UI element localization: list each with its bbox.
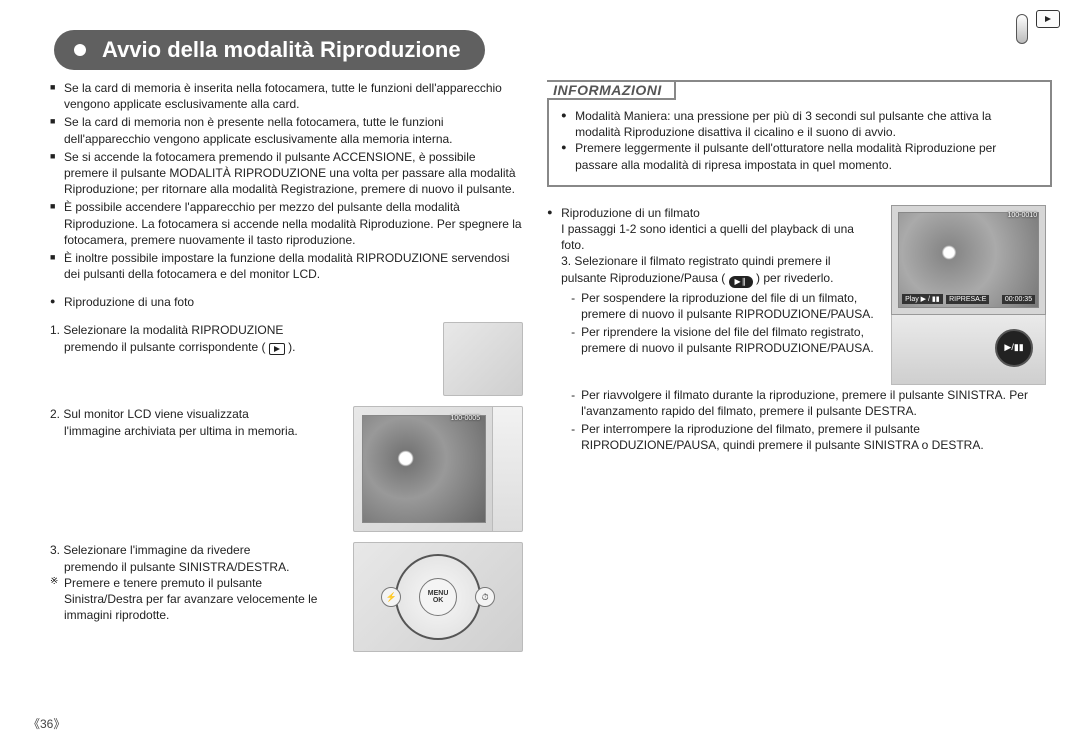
play-mode-icon: [269, 343, 285, 355]
video-dash-item: Per riprendere la visione del file del f…: [571, 324, 877, 356]
intro-bullet-list: Se la card di memoria è inserita nella f…: [50, 80, 523, 282]
video-play-tag: Play ▶ / ▮▮: [902, 294, 942, 304]
play-pause-button-icon: ▶/▮▮: [995, 329, 1033, 367]
intro-bullet: Se la card di memoria non è presente nel…: [50, 114, 523, 146]
video-capture-tag: RIPRESA:E: [946, 295, 989, 304]
video-step3: 3. Selezionare il filmato registrato qui…: [547, 253, 877, 288]
video-illustrations: 100-0010 Play ▶ / ▮▮ RIPRESA:E 00:00:35 …: [891, 205, 1046, 385]
camera-dpad-illustration: ⚡ ⏱ MENU OK: [353, 542, 523, 652]
dpad-ring: ⚡ ⏱ MENU OK: [395, 554, 481, 640]
camera-lcd-illustration: 100-0005: [353, 406, 523, 532]
video-time-label: 00:00:35: [1002, 295, 1035, 304]
intro-bullet: Se si accende la fotocamera premendo il …: [50, 149, 523, 198]
step3-row: 3. Selezionare l'immagine da rivedere pr…: [50, 542, 523, 652]
lcd-side-controls: [492, 407, 522, 531]
video-dash-item: Per interrompere la riproduzione del fil…: [571, 421, 1052, 453]
dpad-center: MENU OK: [419, 578, 457, 616]
camera-play-button-icon: [1036, 10, 1060, 28]
step2-line2: l'immagine archiviata per ultima in memo…: [50, 423, 339, 439]
info-header: INFORMAZIONI: [547, 82, 676, 100]
camera-side-illustration: [443, 322, 523, 396]
two-column-layout: Se la card di memoria è inserita nella f…: [28, 80, 1052, 652]
page-title-pill: Avvio della modalità Riproduzione: [54, 30, 485, 70]
video-control-illustration: ▶/▮▮: [891, 315, 1046, 385]
video-lcd-illustration: 100-0010 Play ▶ / ▮▮ RIPRESA:E 00:00:35: [891, 205, 1046, 315]
dpad-left-icon: ⚡: [381, 587, 401, 607]
intro-bullet: È inoltre possibile impostare la funzion…: [50, 250, 523, 282]
left-column: Se la card di memoria è inserita nella f…: [28, 80, 535, 652]
play-pause-icon: ▶∥: [729, 276, 753, 288]
step3-note: Premere e tenere premuto il pulsante Sin…: [50, 575, 339, 624]
step3-line2: premendo il pulsante SINISTRA/DESTRA.: [50, 559, 339, 575]
step1-line2: premendo il pulsante corrispondente ( ).: [50, 339, 429, 355]
title-dot-icon: [74, 44, 86, 56]
video-section-row: Riproduzione di un filmato I passaggi 1-…: [547, 205, 1052, 385]
intro-bullet: Se la card di memoria è inserita nella f…: [50, 80, 523, 112]
video-file-label: 100-0010: [1008, 212, 1038, 219]
video-dash-item: Per sospendere la riproduzione del file …: [571, 290, 877, 322]
photo-playback-header: Riproduzione di una foto: [50, 294, 523, 310]
right-column: INFORMAZIONI Modalità Maniera: una press…: [535, 80, 1052, 652]
video-dash-item: Per riavvolgere il filmato durante la ri…: [571, 387, 1052, 419]
step1-row: 1. Selezionare la modalità RIPRODUZIONE …: [50, 322, 523, 396]
step3-line: 3. Selezionare l'immagine da rivedere: [50, 542, 339, 558]
video-text-block: Riproduzione di un filmato I passaggi 1-…: [547, 205, 877, 359]
video-dash-list: Per sospendere la riproduzione del file …: [547, 290, 877, 357]
step3-text: 3. Selezionare l'immagine da rivedere pr…: [50, 542, 339, 623]
lcd-photo-placeholder: [362, 415, 486, 523]
step1-line: 1. Selezionare la modalità RIPRODUZIONE: [50, 322, 429, 338]
video-playback-header: Riproduzione di un filmato: [547, 205, 877, 221]
page-title: Avvio della modalità Riproduzione: [102, 37, 461, 63]
info-bullet: Modalità Maniera: una pressione per più …: [561, 108, 1038, 140]
step1-text: 1. Selezionare la modalità RIPRODUZIONE …: [50, 322, 429, 354]
manual-page: Avvio della modalità Riproduzione Se la …: [0, 0, 1080, 746]
step2-text: 2. Sul monitor LCD viene visualizzata l'…: [50, 406, 339, 438]
video-intro: I passaggi 1-2 sono identici a quelli de…: [547, 221, 877, 253]
page-number: 《36》: [28, 715, 65, 732]
dpad-right-icon: ⏱: [475, 587, 495, 607]
step2-row: 2. Sul monitor LCD viene visualizzata l'…: [50, 406, 523, 532]
step2-line: 2. Sul monitor LCD viene visualizzata: [50, 406, 339, 422]
camera-knob-icon: [1016, 14, 1028, 44]
lcd-file-label: 100-0005: [451, 415, 481, 422]
intro-bullet: È possibile accendere l'apparecchio per …: [50, 199, 523, 248]
info-bullet: Premere leggermente il pulsante dell'ott…: [561, 140, 1038, 172]
info-box: INFORMAZIONI Modalità Maniera: una press…: [547, 80, 1052, 187]
video-dash-list-wide: Per riavvolgere il filmato durante la ri…: [547, 387, 1052, 454]
